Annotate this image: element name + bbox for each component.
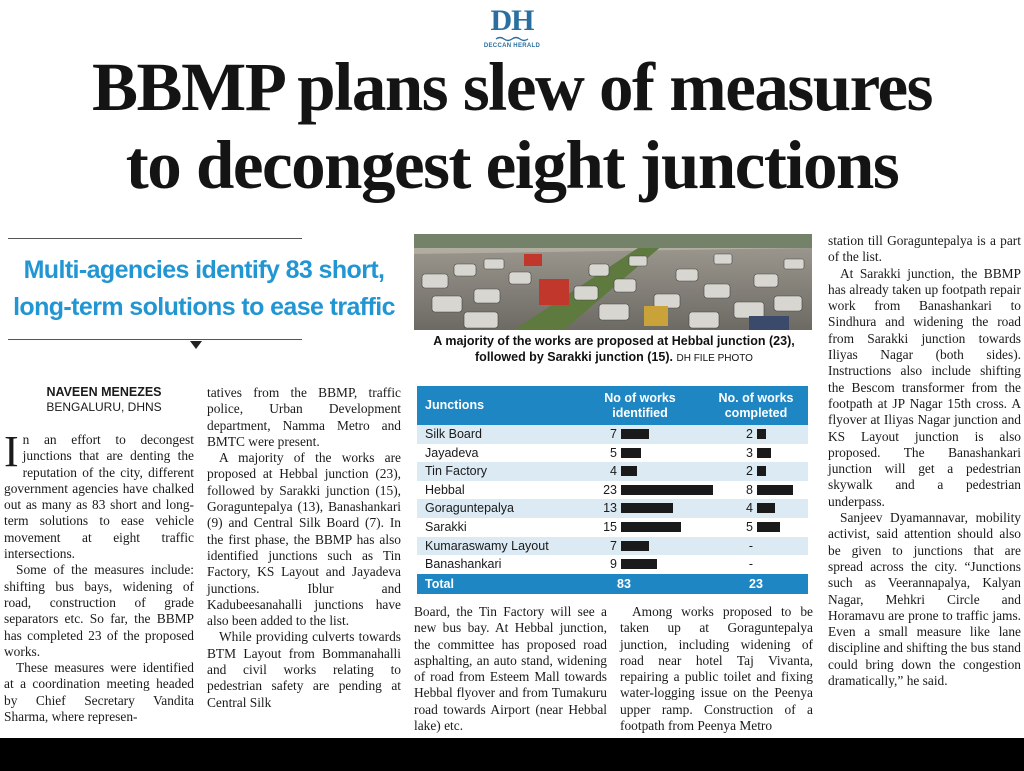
table-row: Kumaraswamy Layout 7 - xyxy=(417,536,808,556)
junction-name: Tin Factory xyxy=(425,464,488,479)
column-2: tatives from the BBMP, traffic police, U… xyxy=(207,385,401,711)
completed-value: 4 xyxy=(746,501,753,516)
paragraph: tatives from the BBMP, traffic police, U… xyxy=(207,385,401,449)
paragraph: Among works proposed to be taken up at G… xyxy=(620,604,813,734)
completed-value: 3 xyxy=(746,445,753,460)
traffic-photo xyxy=(414,234,812,330)
paragraph: A majority of the works are proposed at … xyxy=(207,450,401,629)
identified-bar xyxy=(621,484,713,495)
completed-value: - xyxy=(748,538,753,553)
column-4: Among works proposed to be taken up at G… xyxy=(620,604,813,734)
identified-bar xyxy=(621,521,681,532)
logo-subtitle: DECCAN HERALD xyxy=(483,43,541,49)
table-total-row: Total 83 23 xyxy=(417,573,808,594)
table-row: Jayadeva 5 3 xyxy=(417,444,808,463)
paragraph: These measures were identified at a coor… xyxy=(4,660,194,725)
identified-value: 5 xyxy=(610,445,617,460)
completed-bar xyxy=(757,447,771,458)
photo-caption: A majority of the works are proposed at … xyxy=(414,333,814,367)
identified-value: 9 xyxy=(610,557,617,572)
traffic-photo-image xyxy=(414,234,812,330)
logo-wave-icon xyxy=(495,36,529,42)
headline-line-2: to decongest eight junctions xyxy=(125,127,900,203)
table-row: Banashankari 9 - xyxy=(417,555,808,574)
dh-logo: DH DECCAN HERALD xyxy=(480,4,544,50)
junction-name: Silk Board xyxy=(425,427,482,441)
column-3: Board, the Tin Factory will see a new bu… xyxy=(414,604,607,734)
identified-bar xyxy=(621,466,637,477)
paragraph: Sanjeev Dyamannavar, mobility activist, … xyxy=(828,510,1021,689)
completed-bar xyxy=(757,429,766,439)
identified-value: 4 xyxy=(610,464,617,479)
completed-value: 8 xyxy=(746,482,753,497)
paragraph: While providing culverts towards BTM Lay… xyxy=(207,629,401,710)
total-completed: 23 xyxy=(749,576,763,591)
junction-name: Jayadeva xyxy=(425,445,479,460)
identified-value: 7 xyxy=(610,538,617,553)
identified-bar xyxy=(621,447,641,458)
paragraph: Some of the measures include: shifting b… xyxy=(4,562,194,659)
completed-value: 2 xyxy=(746,464,753,479)
author-name: NAVEEN MENEZES xyxy=(46,385,162,399)
completed-value: 2 xyxy=(746,427,753,441)
junctions-table: Junctions No of works identified No. of w… xyxy=(417,386,808,594)
paragraph: station till Goraguntepalya is a part of… xyxy=(828,233,1021,265)
total-label: Total xyxy=(425,576,454,591)
caption-line-2: followed by Sarakki junction (15). xyxy=(475,350,673,364)
junction-name: Goraguntepalya xyxy=(425,501,514,516)
column-5: station till Goraguntepalya is a part of… xyxy=(828,233,1021,689)
identified-value: 15 xyxy=(603,519,617,534)
table-row: Hebbal 23 8 xyxy=(417,481,808,500)
identified-value: 23 xyxy=(603,482,617,497)
table-body: Silk Board 7 2 Jayadeva 5 3 Tin Factory 4 2 Hebba… xyxy=(417,425,808,574)
logo-text: DH xyxy=(490,4,535,37)
completed-value: - xyxy=(748,557,753,572)
table-row: Silk Board 7 2 xyxy=(417,425,808,444)
junction-name: Hebbal xyxy=(425,482,465,497)
table-row: Tin Factory 4 2 xyxy=(417,462,808,481)
dateline: BENGALURU, DHNS xyxy=(46,400,162,414)
byline: NAVEEN MENEZES BENGALURU, DHNS xyxy=(14,385,194,415)
header-completed: No. of works completed xyxy=(718,391,794,420)
subhead-line-1: Multi-agencies identify 83 short, xyxy=(23,256,385,284)
bottom-border xyxy=(0,738,1024,771)
subhead-line-2: long-term solutions to ease traffic xyxy=(13,293,395,321)
drop-cap: I xyxy=(4,427,19,476)
junction-name: Sarakki xyxy=(425,519,467,534)
header-identified: No of works identified xyxy=(604,391,676,420)
junction-name: Banashankari xyxy=(425,557,502,572)
completed-bar xyxy=(757,503,775,514)
paragraph: At Sarakki junction, the BBMP has alread… xyxy=(828,265,1021,509)
identified-bar xyxy=(621,503,673,514)
subhead-top-rule xyxy=(8,238,302,239)
completed-bar xyxy=(757,484,793,495)
identified-bar xyxy=(621,559,657,570)
headline: BBMP plans slew of measures to decongest… xyxy=(20,48,1004,204)
photo-credit: DH FILE PHOTO xyxy=(676,353,753,364)
completed-value: 5 xyxy=(746,519,753,534)
paragraph: Board, the Tin Factory will see a new bu… xyxy=(414,604,607,734)
headline-line-1: BBMP plans slew of measures xyxy=(92,49,933,125)
identified-bar xyxy=(621,540,649,551)
table-row: Sarakki 15 5 xyxy=(417,518,808,537)
completed-bar xyxy=(757,466,766,477)
total-identified: 83 xyxy=(617,576,631,591)
identified-value: 13 xyxy=(603,501,617,516)
completed-bar xyxy=(757,521,780,532)
subhead: Multi-agencies identify 83 short, long-t… xyxy=(4,252,404,326)
junction-name: Kumaraswamy Layout xyxy=(425,538,549,553)
header-junctions: Junctions xyxy=(425,398,485,412)
table-header: Junctions No of works identified No. of w… xyxy=(417,386,808,425)
caption-line-1: A majority of the works are proposed at … xyxy=(433,334,795,348)
subhead-bottom-rule xyxy=(8,339,302,340)
table-row: Goraguntepalya 13 4 xyxy=(417,499,808,518)
identified-value: 7 xyxy=(610,427,617,441)
subhead-pointer-icon xyxy=(190,341,202,349)
identified-bar xyxy=(621,429,649,439)
